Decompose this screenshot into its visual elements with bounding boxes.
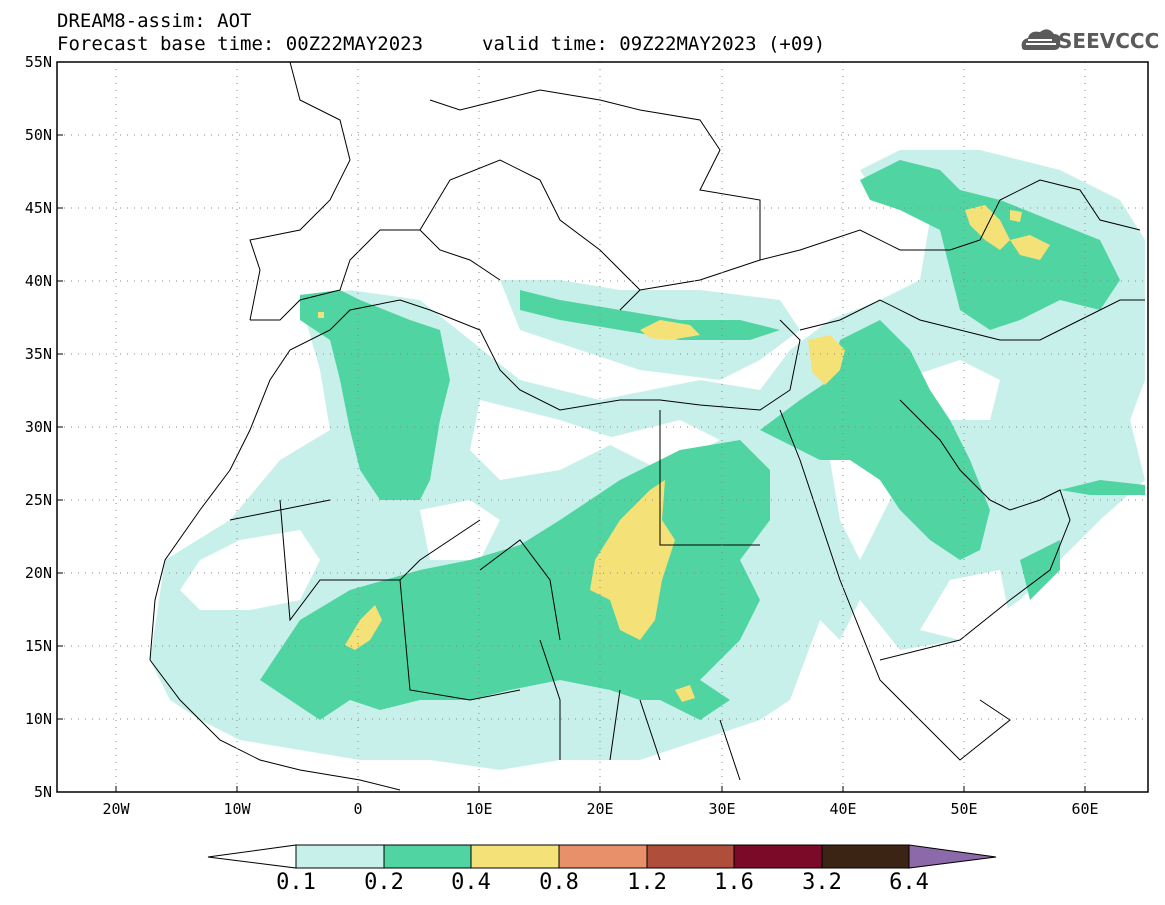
lon-label: 30E bbox=[708, 800, 736, 818]
lon-label: 10W bbox=[223, 800, 251, 818]
lon-label: 20E bbox=[586, 800, 614, 818]
lat-label: 15N bbox=[24, 637, 52, 655]
colorbar-label: 0.2 bbox=[364, 870, 404, 895]
map-title: DREAM8-assim: AOT bbox=[57, 10, 252, 32]
axis-ticks bbox=[57, 134, 1086, 792]
lon-label: 40E bbox=[829, 800, 857, 818]
colorbar-swatch-1.6 bbox=[733, 844, 823, 869]
lat-label: 30N bbox=[24, 418, 52, 436]
colorbar-swatch-0.2 bbox=[383, 844, 472, 869]
lat-label: 10N bbox=[24, 710, 52, 728]
lon-label: 60E bbox=[1071, 800, 1099, 818]
colorbar-swatch-0.1 bbox=[295, 844, 385, 869]
forecast-base-time: Forecast base time: 00Z22MAY2023 bbox=[57, 33, 424, 55]
colorbar-label: 1.2 bbox=[627, 870, 667, 895]
lat-label: 40N bbox=[24, 272, 52, 290]
colorbar-label: 3.2 bbox=[802, 870, 842, 895]
coastlines bbox=[149, 61, 1145, 791]
colorbar-extend-low bbox=[207, 844, 297, 869]
lat-label: 25N bbox=[24, 491, 52, 509]
graticule bbox=[57, 62, 1148, 792]
colorbar-extend-high bbox=[908, 844, 997, 869]
colorbar-swatch-0.4 bbox=[470, 844, 560, 869]
colorbar-label: 0.1 bbox=[276, 870, 316, 895]
lat-label: 45N bbox=[24, 199, 52, 217]
colorbar-label: 0.4 bbox=[451, 870, 491, 895]
colorbar-swatch-3.2 bbox=[821, 844, 910, 869]
lon-label: 20W bbox=[102, 800, 130, 818]
logo-text: SEEVCCC bbox=[1058, 29, 1160, 53]
lat-label: 35N bbox=[24, 345, 52, 363]
colorbar-label: 0.8 bbox=[539, 870, 579, 895]
colorbar-label: 6.4 bbox=[889, 870, 929, 895]
cloud-icon bbox=[1021, 29, 1061, 50]
lon-label: 10E bbox=[465, 800, 493, 818]
valid-time: valid time: 09Z22MAY2023 (+09) bbox=[482, 33, 826, 55]
aot-level-0.4 bbox=[318, 205, 1050, 702]
lon-label: 0 bbox=[353, 800, 363, 818]
map-frame bbox=[56, 61, 1149, 793]
lat-label: 55N bbox=[24, 53, 52, 71]
lon-label: 50E bbox=[950, 800, 978, 818]
colorbar-label: 1.6 bbox=[714, 870, 754, 895]
colorbar-swatch-1.2 bbox=[646, 844, 735, 869]
lat-label: 50N bbox=[24, 126, 52, 144]
lat-label: 20N bbox=[24, 564, 52, 582]
colorbar bbox=[207, 844, 997, 869]
lat-label: 5N bbox=[33, 783, 52, 801]
colorbar-swatch-0.8 bbox=[558, 844, 648, 869]
